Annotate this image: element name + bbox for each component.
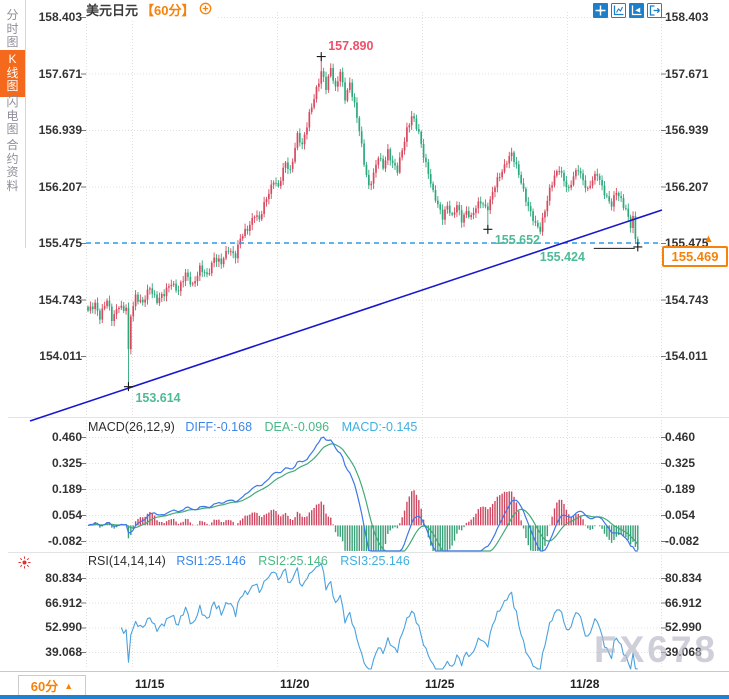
rsi-axis-label: 52.990 <box>665 620 702 635</box>
interval-button[interactable]: 60分 ▲ <box>18 675 86 696</box>
date-axis-label: 11/15 <box>135 677 165 691</box>
macd-axis-label: 0.460 <box>51 430 82 444</box>
rsi1-value: RSI1:25.146 <box>176 554 246 568</box>
price-annotation-low: 153.614 <box>135 390 181 405</box>
candles-layer <box>87 56 639 387</box>
price-axis-label: 156.207 <box>38 179 82 194</box>
alert-sun-icon[interactable] <box>18 556 31 574</box>
macd-header: MACD(26,12,9) DIFF:-0.168 DEA:-0.096 MAC… <box>88 420 417 435</box>
macd-macd-value: MACD:-0.145 <box>341 420 418 434</box>
macd-diff-value: DIFF:-0.168 <box>185 420 253 434</box>
macd-axis-label: 0.054 <box>665 508 696 522</box>
exit-chart-icon[interactable] <box>647 3 662 18</box>
rsi-header: RSI(14,14,14) RSI1:25.146 RSI2:25.146 RS… <box>88 554 410 569</box>
rsi-axis-label: 39.068 <box>665 645 702 659</box>
price-axis-label: 158.403 <box>665 10 709 24</box>
price-axis-label: 154.011 <box>39 349 82 363</box>
price-axis-label: 157.671 <box>665 66 709 81</box>
rsi-title: RSI(14,14,14) <box>88 554 166 568</box>
chevron-up-icon: ▲ <box>64 680 74 691</box>
sidebar-tab-2[interactable]: K 线 图 <box>0 50 25 97</box>
sidebar-tab-4[interactable]: 合 约 资 料 <box>6 138 19 193</box>
price-axis-label: 154.011 <box>665 349 708 363</box>
tick-marks-layer <box>81 17 666 693</box>
axis-play-icon[interactable] <box>629 3 644 18</box>
current-price-badge: 155.469 <box>662 246 728 267</box>
grid-layer <box>8 12 729 669</box>
macd-layer <box>87 436 639 552</box>
date-axis-label: 11/20 <box>280 677 310 691</box>
interval-tag: 【60分】 <box>141 2 195 18</box>
sidebar-tab-1[interactable]: 分 时 图 <box>6 8 19 49</box>
interval-button-label: 60分 <box>30 679 59 694</box>
circle-plus-icon[interactable] <box>199 2 212 19</box>
price-up-arrow-icon: ▲ <box>703 233 714 245</box>
macd-axis-label: 0.325 <box>51 456 82 470</box>
symbol-title: 美元日元 <box>86 2 139 18</box>
marker-layer <box>123 52 643 392</box>
rsi2-value: RSI2:25.146 <box>258 554 328 568</box>
rsi-axis-label: 80.834 <box>45 571 82 585</box>
date-axis-label: 11/25 <box>425 677 455 691</box>
rsi-axis-label: 80.834 <box>665 571 702 585</box>
time-axis-bar: 60分 ▲ 11/15 11/20 11/25 11/28 <box>0 671 729 696</box>
price-axis-label: 156.939 <box>38 123 82 137</box>
chart-header: 美元日元 【60分】 <box>86 2 218 19</box>
price-axis-label: 156.207 <box>665 179 709 194</box>
overlay-lines-layer <box>29 209 663 422</box>
price-annotation-low-line: 155.424 <box>539 249 585 264</box>
macd-title: MACD(26,12,9) <box>88 420 175 434</box>
macd-dea-value: DEA:-0.096 <box>264 420 330 434</box>
price-axis-label: 154.743 <box>38 292 82 307</box>
macd-axis-label: 0.460 <box>665 430 696 444</box>
macd-axis-label: 0.325 <box>665 456 696 470</box>
price-axis-label: 157.671 <box>38 66 82 81</box>
axis-range-icon[interactable] <box>611 3 626 18</box>
rsi-axis-label: 52.990 <box>45 620 82 635</box>
price-axis-label: 156.939 <box>665 123 709 137</box>
price-axis-label: 154.743 <box>665 292 709 307</box>
price-axis-label: 158.403 <box>38 10 82 24</box>
macd-axis-label: -0.082 <box>47 534 82 548</box>
date-axis-label: 11/28 <box>570 677 600 691</box>
rsi3-value: RSI3:25.146 <box>340 554 410 568</box>
rsi-axis-label: 66.912 <box>665 595 702 610</box>
pan-icon[interactable] <box>593 3 608 18</box>
price-annotation-low: 155.652 <box>494 233 541 248</box>
bottom-accent-strip <box>0 695 729 699</box>
sidebar-tab-3[interactable]: 闪 电 图 <box>6 95 19 136</box>
macd-axis-label: 0.054 <box>51 508 82 522</box>
rsi-axis-label: 39.068 <box>45 645 82 659</box>
rsi-layer <box>120 562 638 670</box>
macd-axis-label: 0.189 <box>51 482 82 496</box>
price-annotation-high: 157.890 <box>328 38 374 53</box>
rsi-axis-label: 66.912 <box>45 595 82 610</box>
macd-axis-label: -0.082 <box>665 534 700 548</box>
macd-axis-label: 0.189 <box>665 482 696 496</box>
chart-toolbar <box>593 3 662 18</box>
price-axis-label: 155.475 <box>38 236 82 250</box>
sidebar-divider <box>25 0 26 248</box>
